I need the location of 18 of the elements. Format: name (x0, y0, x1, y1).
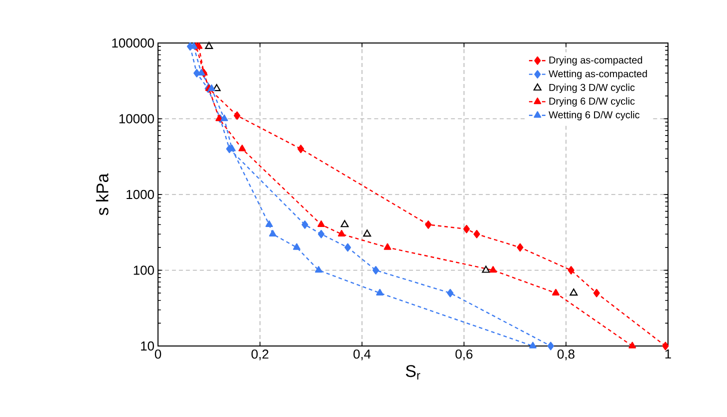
x-tick-label: 0,2 (252, 350, 268, 360)
legend-label: Drying as-compacted (549, 56, 642, 66)
legend-label: Drying 3 D/W cyclic (549, 84, 635, 93)
x-tick-label: 0,4 (354, 350, 371, 360)
x-axis-title: S$_{r}$ (406, 365, 420, 380)
x-tick-label: 1 (665, 350, 671, 358)
legend-label: Wetting as-compacted (548, 70, 647, 80)
legend-label: Wetting 6 D/W cyclic (548, 111, 640, 120)
x-tick-label: 0,8 (558, 350, 574, 360)
x-tick-label: 0 (154, 350, 162, 359)
legend-label: Drying 6 D/W cyclic (549, 97, 635, 107)
y-tick-label: 1000 (126, 190, 154, 200)
y-tick-label: 10 (141, 341, 154, 351)
y-axis-title: s kPa (96, 173, 108, 216)
y-tick-label: 100000 (112, 38, 154, 48)
y-tick-label: 10000 (119, 114, 154, 124)
y-tick-label: 100 (134, 266, 154, 275)
x-tick-label: 0,6 (456, 350, 472, 360)
